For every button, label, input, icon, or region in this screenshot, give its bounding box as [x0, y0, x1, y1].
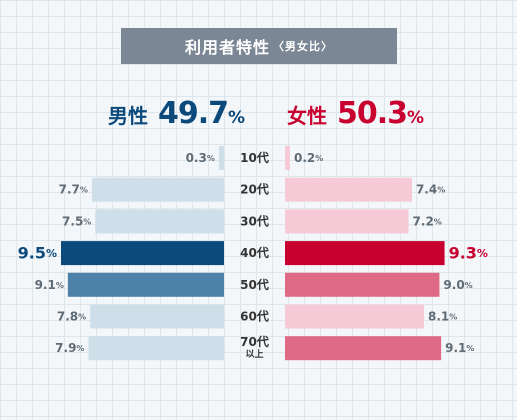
female-value-label: 7.4% [416, 183, 445, 197]
male-bar [95, 209, 224, 234]
female-value-label: 9.0% [443, 278, 472, 292]
female-bar [285, 209, 409, 234]
category-label: 20代 [240, 182, 269, 197]
male-label: 男性 [108, 104, 148, 128]
male-bar [90, 304, 224, 329]
male-total-unit: % [228, 108, 246, 128]
category-label: 70代 [240, 334, 269, 349]
female-bar [285, 272, 440, 297]
female-bar [285, 146, 290, 170]
male-value-label: 7.8% [57, 310, 86, 324]
male-bar [91, 177, 224, 202]
category-label: 10代 [240, 150, 269, 165]
female-value-label: 8.1% [428, 310, 457, 324]
male-total: 49.7 [158, 96, 229, 131]
female-value-label: 9.3% [449, 244, 488, 263]
female-value-label: 7.2% [413, 214, 442, 228]
female-bar [285, 336, 442, 361]
female-total: 50.3 [337, 96, 408, 131]
category-label: 60代 [240, 309, 269, 324]
male-bar [61, 241, 224, 266]
chart-title: 利用者特性 〈男女比〉 [121, 28, 397, 64]
male-value-label: 7.9% [55, 341, 84, 355]
category-label: 40代 [240, 245, 269, 260]
male-header: 男性 49.7 % [108, 96, 245, 140]
male-bar [88, 336, 224, 361]
female-bar [285, 304, 424, 329]
female-header: 女性 50.3 % [287, 96, 424, 140]
female-value-label: 0.2% [294, 151, 323, 165]
male-value-label: 9.5% [18, 244, 57, 263]
male-value-label: 0.3% [186, 151, 215, 165]
category-label-suffix: 以上 [245, 348, 263, 360]
female-value-label: 9.1% [445, 341, 474, 355]
male-value-label: 9.1% [35, 278, 64, 292]
female-bar [285, 177, 412, 202]
category-label: 50代 [240, 277, 269, 292]
female-label: 女性 [287, 104, 327, 128]
female-total-unit: % [407, 108, 425, 128]
category-label: 30代 [240, 213, 269, 228]
male-value-label: 7.5% [62, 214, 91, 228]
male-bar [218, 146, 224, 170]
chart-title-main: 利用者特性 [184, 38, 270, 57]
female-bar [285, 241, 445, 266]
male-value-label: 7.7% [59, 183, 88, 197]
male-bar [67, 272, 224, 297]
chart-title-sub: 〈男女比〉 [273, 40, 333, 53]
